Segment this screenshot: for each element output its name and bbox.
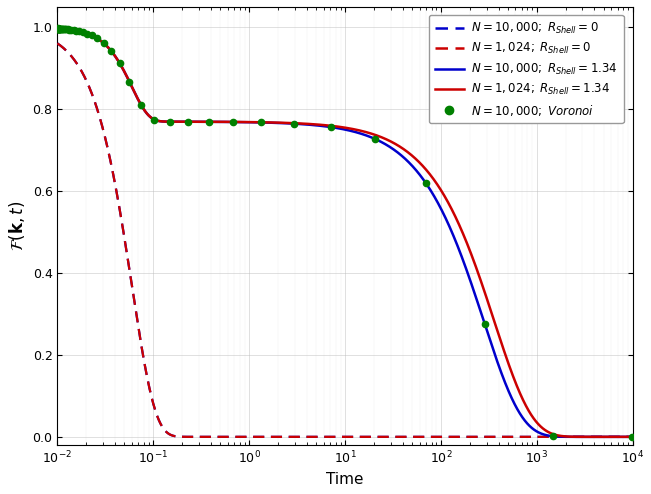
Y-axis label: $\mathcal{F}(\mathbf{k},t)$: $\mathcal{F}(\mathbf{k},t)$ [7, 201, 27, 251]
Legend: $N = 10,000;\;R_{Shell} = 0$, $N = 1,024;\;R_{Shell} = 0$, $N = 10,000;\;R_{Shel: $N = 10,000;\;R_{Shell} = 0$, $N = 1,024… [429, 15, 624, 124]
X-axis label: Time: Time [326, 472, 364, 487]
